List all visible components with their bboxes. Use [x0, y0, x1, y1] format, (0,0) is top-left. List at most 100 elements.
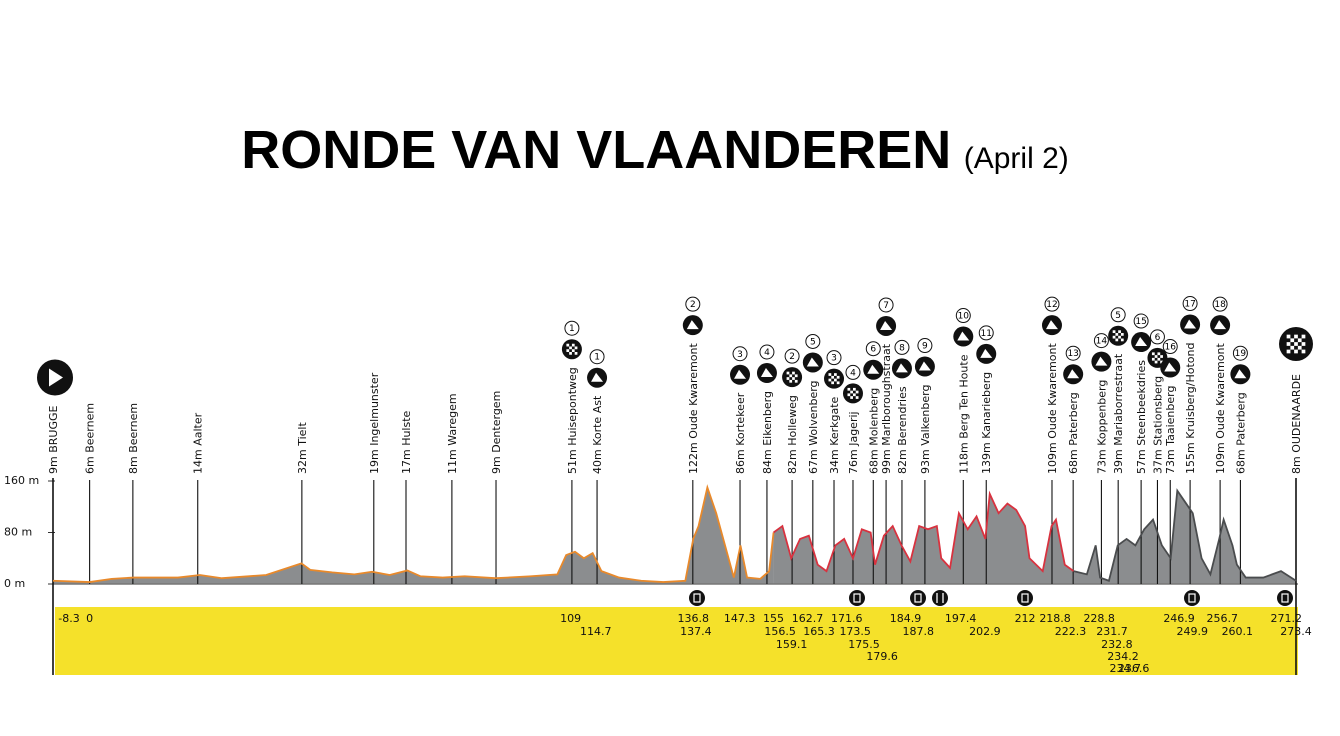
icon-number: 14	[1096, 337, 1108, 347]
icon-check	[836, 381, 840, 385]
icon-check	[1118, 335, 1121, 339]
icon-check	[1115, 338, 1119, 342]
climb-icon-glyph	[591, 372, 604, 382]
climb-icon-glyph	[895, 363, 908, 373]
climb-icon-glyph	[1164, 362, 1177, 372]
icon-number: 3	[737, 350, 743, 360]
icon-check	[850, 396, 853, 399]
start-icon-glyph	[49, 368, 63, 387]
icon-number-bg	[1110, 307, 1126, 323]
icon-check	[834, 378, 837, 382]
icon-number: 18	[1214, 300, 1226, 310]
icon-number-bg	[917, 338, 933, 354]
km-label: 136.8	[678, 612, 710, 625]
icon-number: 13	[1067, 349, 1078, 359]
icon-check	[1294, 349, 1298, 354]
location-label: 99m Marlboroughstraat	[880, 343, 893, 474]
icon-check	[1151, 357, 1155, 361]
service-icon	[849, 590, 865, 606]
location-label: 109m Oude Kwaremont	[1214, 343, 1227, 475]
feed-icon	[932, 590, 948, 606]
icon-number: 5	[810, 337, 816, 347]
km-label: 197.4	[945, 612, 977, 625]
icon-check	[1112, 335, 1116, 339]
icon-check	[1301, 334, 1306, 339]
profile-area	[1073, 490, 1296, 584]
icon-check	[1286, 334, 1291, 339]
location-label: 9m Dentergem	[490, 391, 503, 474]
km-label: 232.8	[1101, 638, 1133, 651]
icon-number-bg	[732, 346, 748, 362]
y-tick-label: 80 m	[4, 526, 32, 539]
location-label: 14m Aalter	[192, 412, 205, 474]
chart-title: RONDE VAN VLAANDEREN	[241, 120, 951, 180]
location-label: 6m Beernem	[84, 403, 97, 474]
icon-check	[794, 374, 798, 378]
y-tick-label: 160 m	[4, 474, 39, 487]
icon-number-bg	[845, 364, 861, 380]
icon-check	[1290, 338, 1295, 343]
location-label: 86m Kortekeer	[734, 392, 747, 474]
km-label: 231.7	[1096, 625, 1128, 638]
icon-check	[566, 349, 570, 352]
km-label: 246.9	[1163, 612, 1195, 625]
cobble-icon	[824, 368, 845, 389]
icon-number-bg	[1182, 296, 1198, 312]
climb-icon-glyph	[1095, 356, 1108, 366]
location-label: 8m Beernem	[127, 403, 140, 474]
climb-icon-glyph	[1234, 369, 1247, 379]
km-label: 202.9	[969, 625, 1001, 638]
icon-number: 9	[922, 342, 928, 352]
location-label: 84m Eikenberg	[761, 391, 774, 474]
icon-check	[847, 387, 851, 391]
icon-number-bg	[564, 320, 580, 336]
km-label: 236.6	[1118, 662, 1150, 675]
icon-check	[1154, 355, 1158, 358]
icon-check	[786, 371, 790, 375]
service-icon-glyph	[914, 593, 922, 603]
location-label: 155m Kruisberg/Hotond	[1184, 343, 1197, 474]
km-label: 159.1	[776, 638, 808, 651]
icon-check	[828, 378, 832, 382]
location-label: 17m Hulste	[400, 410, 413, 474]
icon-number: 10	[958, 312, 970, 322]
icon-number: 12	[1046, 300, 1057, 310]
icon-check	[852, 393, 856, 397]
km-label: 234.7	[1109, 662, 1141, 675]
location-label: 37m Stationsberg	[1151, 376, 1164, 474]
km-label: 212	[1015, 612, 1036, 625]
icon-check	[1286, 342, 1291, 346]
icon-check	[1120, 338, 1124, 342]
icon-check	[1157, 357, 1161, 361]
location-label: 82m Holleweg	[786, 395, 799, 474]
km-label: 156.5	[764, 625, 796, 638]
km-label: 0	[86, 612, 93, 625]
icon-check	[566, 343, 570, 347]
icon-number-bg	[1232, 345, 1248, 361]
cobble-icon	[1108, 325, 1129, 346]
icon-check	[1286, 349, 1291, 354]
km-label: 187.8	[903, 625, 935, 638]
icon-check	[847, 393, 851, 397]
location-label: 34m Kerkgate	[828, 396, 841, 474]
icon-check	[1118, 330, 1121, 334]
icon-number: 16	[1165, 343, 1177, 353]
icon-check	[571, 343, 575, 347]
climb-icon-glyph	[867, 364, 880, 374]
icon-number: 19	[1235, 349, 1247, 359]
location-label: 118m Berg Ten Houte	[957, 354, 970, 474]
icon-number-bg	[894, 339, 910, 355]
service-icon	[1017, 590, 1033, 606]
location-label: 51m Huisepontweg	[566, 367, 579, 474]
service-icon	[1277, 590, 1293, 606]
km-label: 147.3	[724, 612, 756, 625]
chart-subtitle: (April 2)	[964, 142, 1069, 175]
title: RONDE VAN VLAANDEREN (April 2)	[241, 120, 1069, 180]
icon-check	[1297, 338, 1302, 343]
profile-area	[53, 487, 774, 584]
location-label: 76m Jagerij	[847, 411, 860, 474]
icon-check	[831, 381, 835, 385]
icon-number-bg	[784, 348, 800, 364]
icon-number: 1	[594, 353, 600, 363]
